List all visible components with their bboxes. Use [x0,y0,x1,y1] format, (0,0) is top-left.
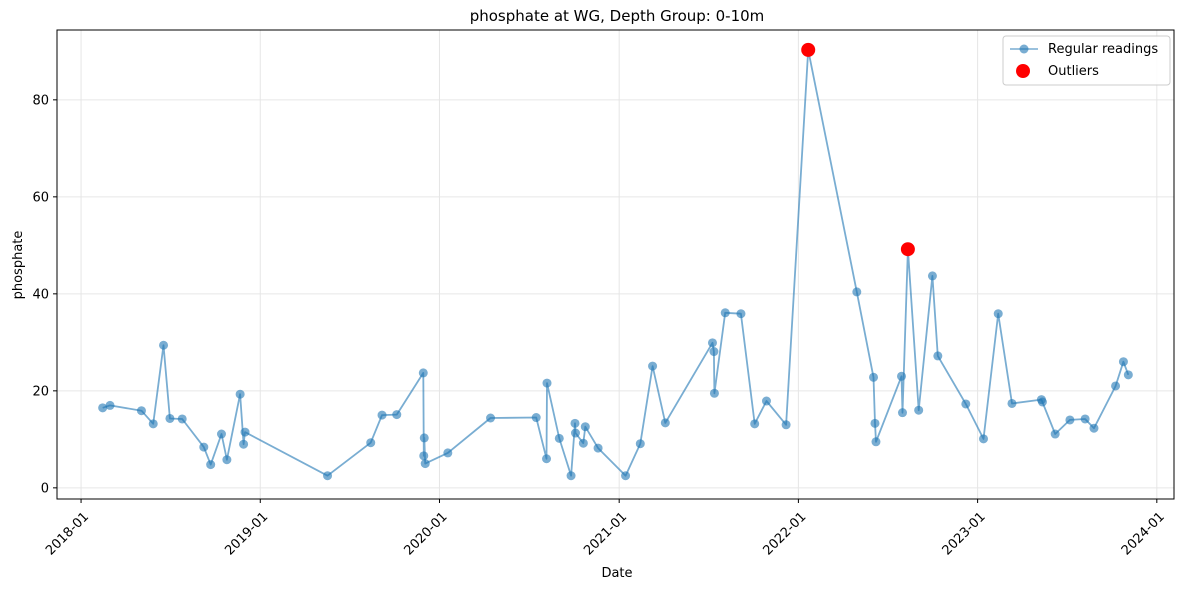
y-tick-label: 80 [32,93,49,108]
regular-reading-point [570,418,580,428]
regular-reading-point [1037,397,1047,407]
regular-reading-point [709,347,719,357]
regular-reading-point [593,443,603,453]
regular-reading-point [239,439,249,449]
regular-reading-point [199,442,209,452]
regular-reading-point [98,403,108,413]
regular-reading-point [961,399,971,409]
regular-readings-line [102,49,1130,477]
regular-reading-point [709,388,719,398]
regular-reading-point [897,371,907,381]
regular-reading-point [1118,357,1128,367]
regular-reading-point [136,406,146,416]
series-regular-readings [98,45,1133,481]
plot-area-frame [56,29,1175,500]
regular-reading-point [648,361,658,371]
regular-reading-point [419,433,429,443]
regular-reading-point [366,438,376,448]
regular-reading-point [781,420,791,430]
x-tick-label: 2021-01 [581,509,630,558]
regular-reading-point [486,413,496,423]
legend-outliers-label: Outliers [1048,64,1099,79]
regular-reading-point [580,422,590,432]
regular-reading-point [660,418,670,428]
grid [57,30,1174,499]
regular-reading-point [377,410,387,420]
x-axis-ticks: 2018-01 2019-01 2020-01 2021-01 2022-01 2023-… [43,499,1168,558]
regular-reading-point [159,340,169,350]
regular-reading-point [1050,429,1060,439]
regular-reading-point [852,287,862,297]
regular-reading-point [148,419,158,429]
regular-reading-point [222,455,232,465]
regular-reading-point [707,338,717,348]
regular-reading-point [993,309,1003,319]
regular-reading-point [621,471,631,481]
legend-box [1002,35,1171,86]
regular-reading-point [566,471,576,481]
regular-reading-point [933,351,943,361]
regular-reading-point [177,414,187,424]
x-tick-label: 2023-01 [940,509,989,558]
x-tick-label: 2020-01 [402,509,451,558]
regular-reading-point [870,418,880,428]
x-tick-label: 2018-01 [43,509,92,558]
x-tick-label: 2019-01 [222,509,271,558]
regular-reading-point [235,389,245,399]
series-outliers [801,42,915,257]
y-tick-label: 0 [41,481,49,496]
regular-reading-point [1089,423,1099,433]
regular-reading-point [554,433,564,443]
y-tick-label: 40 [32,287,49,302]
regular-reading-point [897,408,907,418]
legend-regular-marker-swatch [1019,44,1029,54]
regular-reading-point [736,309,746,319]
regular-reading-point [392,410,402,420]
regular-reading-point [1065,415,1075,425]
regular-reading-point [750,419,760,429]
regular-reading-point [761,396,771,406]
x-tick-label: 2024-01 [1119,509,1168,558]
chart-title: phosphate at WG, Depth Group: 0-10m [470,7,765,25]
regular-reading-point [635,439,645,449]
outlier-point [801,42,816,57]
regular-reading-point [216,429,226,439]
x-axis-label: Date [601,566,632,581]
regular-reading-point [1123,370,1133,380]
y-axis-label: phosphate [11,231,26,300]
regular-reading-point [323,471,333,481]
regular-reading-point [419,451,429,461]
regular-reading-point [720,308,730,318]
legend-outlier-marker-swatch [1016,64,1030,78]
regular-reading-point [978,434,988,444]
regular-reading-point [105,400,115,410]
regular-reading-point [578,438,588,448]
regular-reading-point [570,428,580,438]
regular-reading-point [914,405,924,415]
regular-reading-point [420,459,430,469]
regular-reading-point [542,378,552,388]
regular-reading-point [531,413,541,423]
outlier-point [900,242,915,257]
regular-reading-point [240,427,250,437]
y-tick-label: 20 [32,384,49,399]
regular-reading-point [871,437,881,447]
regular-reading-point [206,460,216,470]
legend: Regular readings Outliers [1002,35,1171,86]
regular-reading-point [1080,414,1090,424]
x-tick-label: 2022-01 [760,509,809,558]
regular-reading-point [1007,398,1017,408]
regular-reading-point [542,454,552,464]
y-tick-label: 60 [32,190,49,205]
regular-reading-point [927,271,937,281]
regular-reading-point [443,448,453,458]
y-axis-ticks: 0 20 40 60 80 [32,93,57,496]
legend-regular-label: Regular readings [1048,42,1158,57]
regular-reading-point [1111,381,1121,391]
regular-reading-point [418,368,428,378]
regular-reading-point [869,372,879,382]
regular-reading-point [165,413,175,423]
